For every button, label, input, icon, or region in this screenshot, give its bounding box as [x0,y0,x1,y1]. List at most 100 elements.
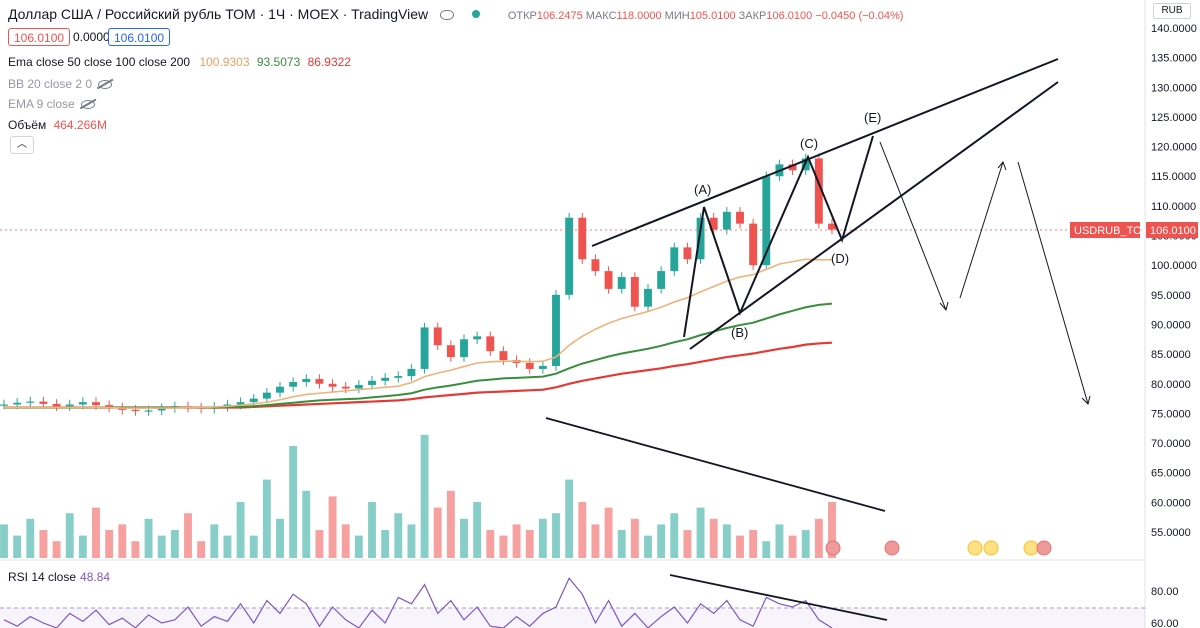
sell-price-button[interactable]: 106.0100 [8,28,71,46]
event-flag-icon[interactable] [884,540,900,556]
candle-body [315,379,324,384]
candle-body [499,351,508,361]
candle-body [262,392,271,399]
volume-trendline[interactable] [545,417,886,512]
event-flag-icon[interactable] [1036,540,1052,556]
volume-bar [657,524,666,558]
volume-bar [276,518,284,558]
price-axis-label: 65.0000 [1151,468,1191,480]
event-flag-icon[interactable] [967,540,983,556]
wedge-lower-line[interactable] [689,81,1059,350]
volume-bar [814,518,823,558]
event-flag-icon[interactable] [983,540,999,556]
volume-label: Объём [8,118,47,132]
candle-body [157,408,166,411]
event-flag-icon[interactable] [1023,540,1039,556]
currency-label[interactable]: RUB [1153,3,1191,19]
wave-labels: (A) (B) (C) (D) (E) [694,110,881,340]
scenario-arrow-down-1[interactable] [879,141,947,311]
wave-label-c: (C) [800,136,818,151]
eye-hidden-icon[interactable] [98,80,113,90]
price-axis-label: 135.0000 [1151,53,1197,65]
last-price-tag-text: 106.0100 [1150,225,1196,237]
symbol-tag-text: USDRUB_TOM [1074,225,1151,237]
legend-rsi[interactable]: RSI 14 close 48.84 [8,570,110,584]
wedge-upper-line[interactable] [591,58,1059,247]
collapse-legend-button[interactable]: ︿ [10,136,34,154]
volume-bar [709,518,718,558]
volume-bar [696,507,705,558]
volume-bar [39,530,48,558]
candle-body [26,401,35,403]
price-axis-label: 120.0000 [1151,142,1197,154]
ohlc-values: ОТКР106.2475 МАКС118.0000 МИН105.0100 ЗА… [508,10,904,22]
wave-path[interactable] [683,135,874,338]
price-axis-label: 125.0000 [1151,112,1197,124]
candle-body [52,403,61,407]
symbol-title[interactable]: Доллар США / Российский рубль ТОМ · 1Ч ·… [8,6,429,22]
candle-body [617,277,626,289]
event-flag-icon[interactable] [825,540,841,556]
candle-body [486,336,495,352]
ema50-line [4,258,833,409]
legend-volume[interactable]: Объём 464.266M [8,118,107,132]
volume-bar [0,524,8,558]
wave-label-e: (E) [864,110,881,125]
candle-body [578,217,587,260]
candle-body [460,339,468,358]
arrow-head-1 [939,301,949,312]
volume-bar [26,518,35,558]
volume-bar [315,530,324,558]
volume-bar [565,479,574,558]
candle-body [670,247,679,272]
candle-body [552,294,560,366]
ema200-line [4,341,833,409]
eye-hidden-icon[interactable] [80,100,95,110]
last-price-tag [1146,222,1198,238]
price-axis-label: 140.0000 [1151,23,1197,35]
volume-bar [170,530,179,558]
candle-body [604,271,613,289]
volume-bar [828,502,836,558]
candle-body [762,176,771,266]
volume-bar [525,530,534,558]
volume-bar [473,502,482,558]
ohlc-close: 106.0100 [766,10,813,22]
candle-body [696,217,705,260]
candle-body [131,409,140,412]
volume-bar [302,490,311,558]
rsi-trendline[interactable] [669,574,888,621]
volume-bar [249,535,258,558]
price-axis-label: 115.0000 [1151,171,1196,183]
candle-body [814,158,823,224]
scenario-arrow-down-2[interactable] [1017,161,1089,405]
legend-bb[interactable]: BB 20 close 2 0 [8,77,113,91]
volume-bar [223,535,232,558]
price-axis-label: 75.0000 [1151,408,1191,420]
legend-title-row: Доллар США / Российский рубль ТОМ · 1Ч ·… [8,6,903,22]
candle-body [354,384,363,389]
bb-label: BB 20 close 2 0 [8,77,93,91]
candle-body [276,386,284,393]
wave-label-b: (B) [731,325,748,340]
volume-bar [52,541,61,558]
rsi-line [3,577,833,628]
scenario-arrow-up[interactable] [959,161,1004,299]
ema50-value: 100.9303 [199,55,250,69]
candle-body [828,223,836,230]
candle-body [433,327,442,346]
legend-ema[interactable]: Ema close 50 close 100 close 200 100.930… [8,55,351,69]
legend-ema9[interactable]: EMA 9 close [8,97,95,111]
eye-icon[interactable] [440,10,455,20]
volume-bar [105,530,114,558]
price-axis-label: 110.0000 [1151,201,1196,213]
volume-bar [13,535,22,558]
volume-bar [341,524,350,558]
ohlc-open: 106.2475 [536,10,583,22]
price-axis-label: 80.0000 [1151,379,1191,391]
symbol-tag [1070,222,1140,238]
buy-price-button[interactable]: 106.0100 [108,28,171,46]
candle-body [39,401,48,404]
candle-body [144,410,153,412]
